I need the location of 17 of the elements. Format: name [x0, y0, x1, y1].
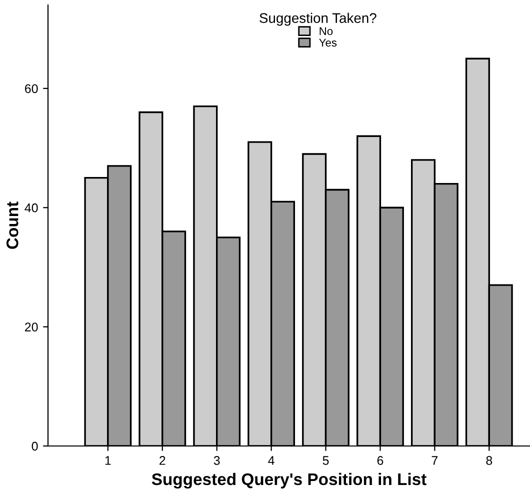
legend-label: Yes	[319, 38, 337, 47]
legend-title: Suggestion Taken?	[260, 12, 376, 26]
x-tick-label: 1	[105, 456, 111, 465]
y-tick-label: 0	[32, 442, 38, 451]
x-tick-label: 7	[432, 456, 438, 465]
y-tick-label: 40	[24, 203, 38, 212]
x-tick-label: 4	[268, 456, 274, 465]
x-tick-label: 5	[322, 456, 329, 465]
legend-label: No	[320, 27, 333, 36]
x-tick-label: 8	[486, 456, 492, 465]
y-tick-label: 60	[25, 84, 38, 94]
y-tick-label: 20	[25, 322, 38, 332]
x-axis-title: Suggested Query's Position in List	[152, 472, 426, 489]
x-tick-label: 3	[214, 456, 220, 465]
y-axis-title: Count	[6, 202, 18, 249]
x-tick-label: 2	[160, 456, 166, 465]
x-tick-label: 6	[377, 456, 384, 465]
